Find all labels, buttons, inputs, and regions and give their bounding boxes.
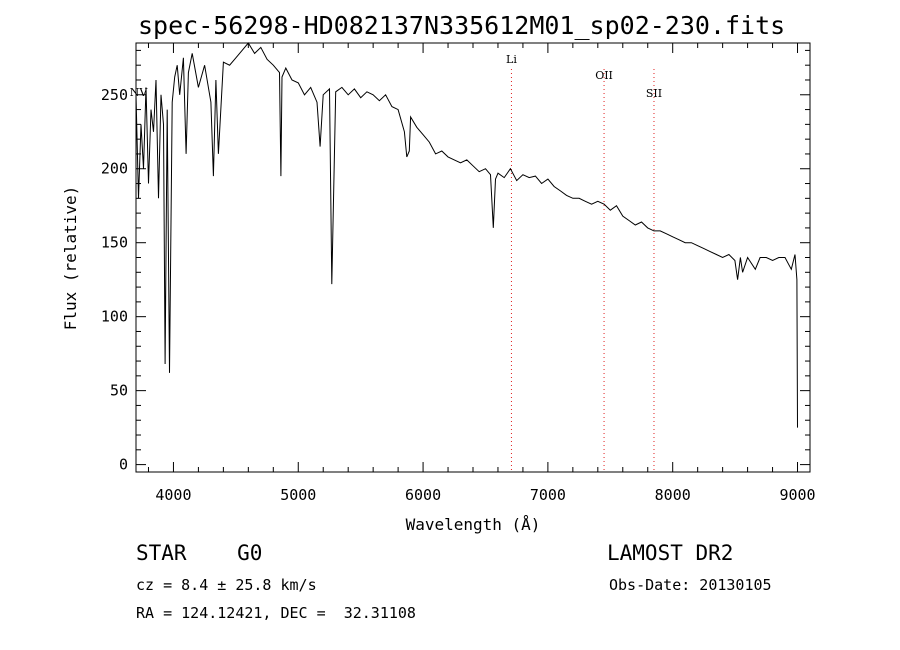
y-tick-label: 200 (101, 160, 128, 178)
plot-frame (135, 42, 811, 473)
coordinates: RA = 124.12421, DEC = 32.31108 (136, 604, 416, 622)
marker-label: Li (506, 53, 517, 66)
y-tick-label: 150 (101, 234, 128, 252)
y-tick-label: 50 (110, 382, 128, 400)
x-tick-label: 8000 (655, 486, 691, 504)
x-tick-label: 9000 (779, 486, 815, 504)
y-tick-label: 0 (119, 456, 128, 474)
x-tick-label: 7000 (530, 486, 566, 504)
observation-date: Obs-Date: 20130105 (609, 576, 772, 594)
marker-label: SII (646, 87, 662, 100)
survey-name: LAMOST DR2 (607, 541, 734, 565)
x-axis-label: Wavelength (Å) (406, 515, 541, 534)
spectrum-line (135, 42, 798, 428)
marker-label: NV (130, 86, 149, 99)
x-tick-label: 6000 (405, 486, 441, 504)
y-tick-label: 250 (101, 86, 128, 104)
y-tick-label: 100 (101, 308, 128, 326)
x-tick-label: 5000 (280, 486, 316, 504)
star-class: STAR G0 (136, 541, 263, 565)
chart-title: spec-56298-HD082137N335612M01_sp02-230.f… (138, 11, 786, 40)
x-tick-label: 4000 (155, 486, 191, 504)
y-axis-label: Flux (relative) (61, 186, 80, 331)
marker-label: OII (595, 69, 613, 82)
redshift-info: cz = 8.4 ± 25.8 km/s (136, 576, 317, 594)
